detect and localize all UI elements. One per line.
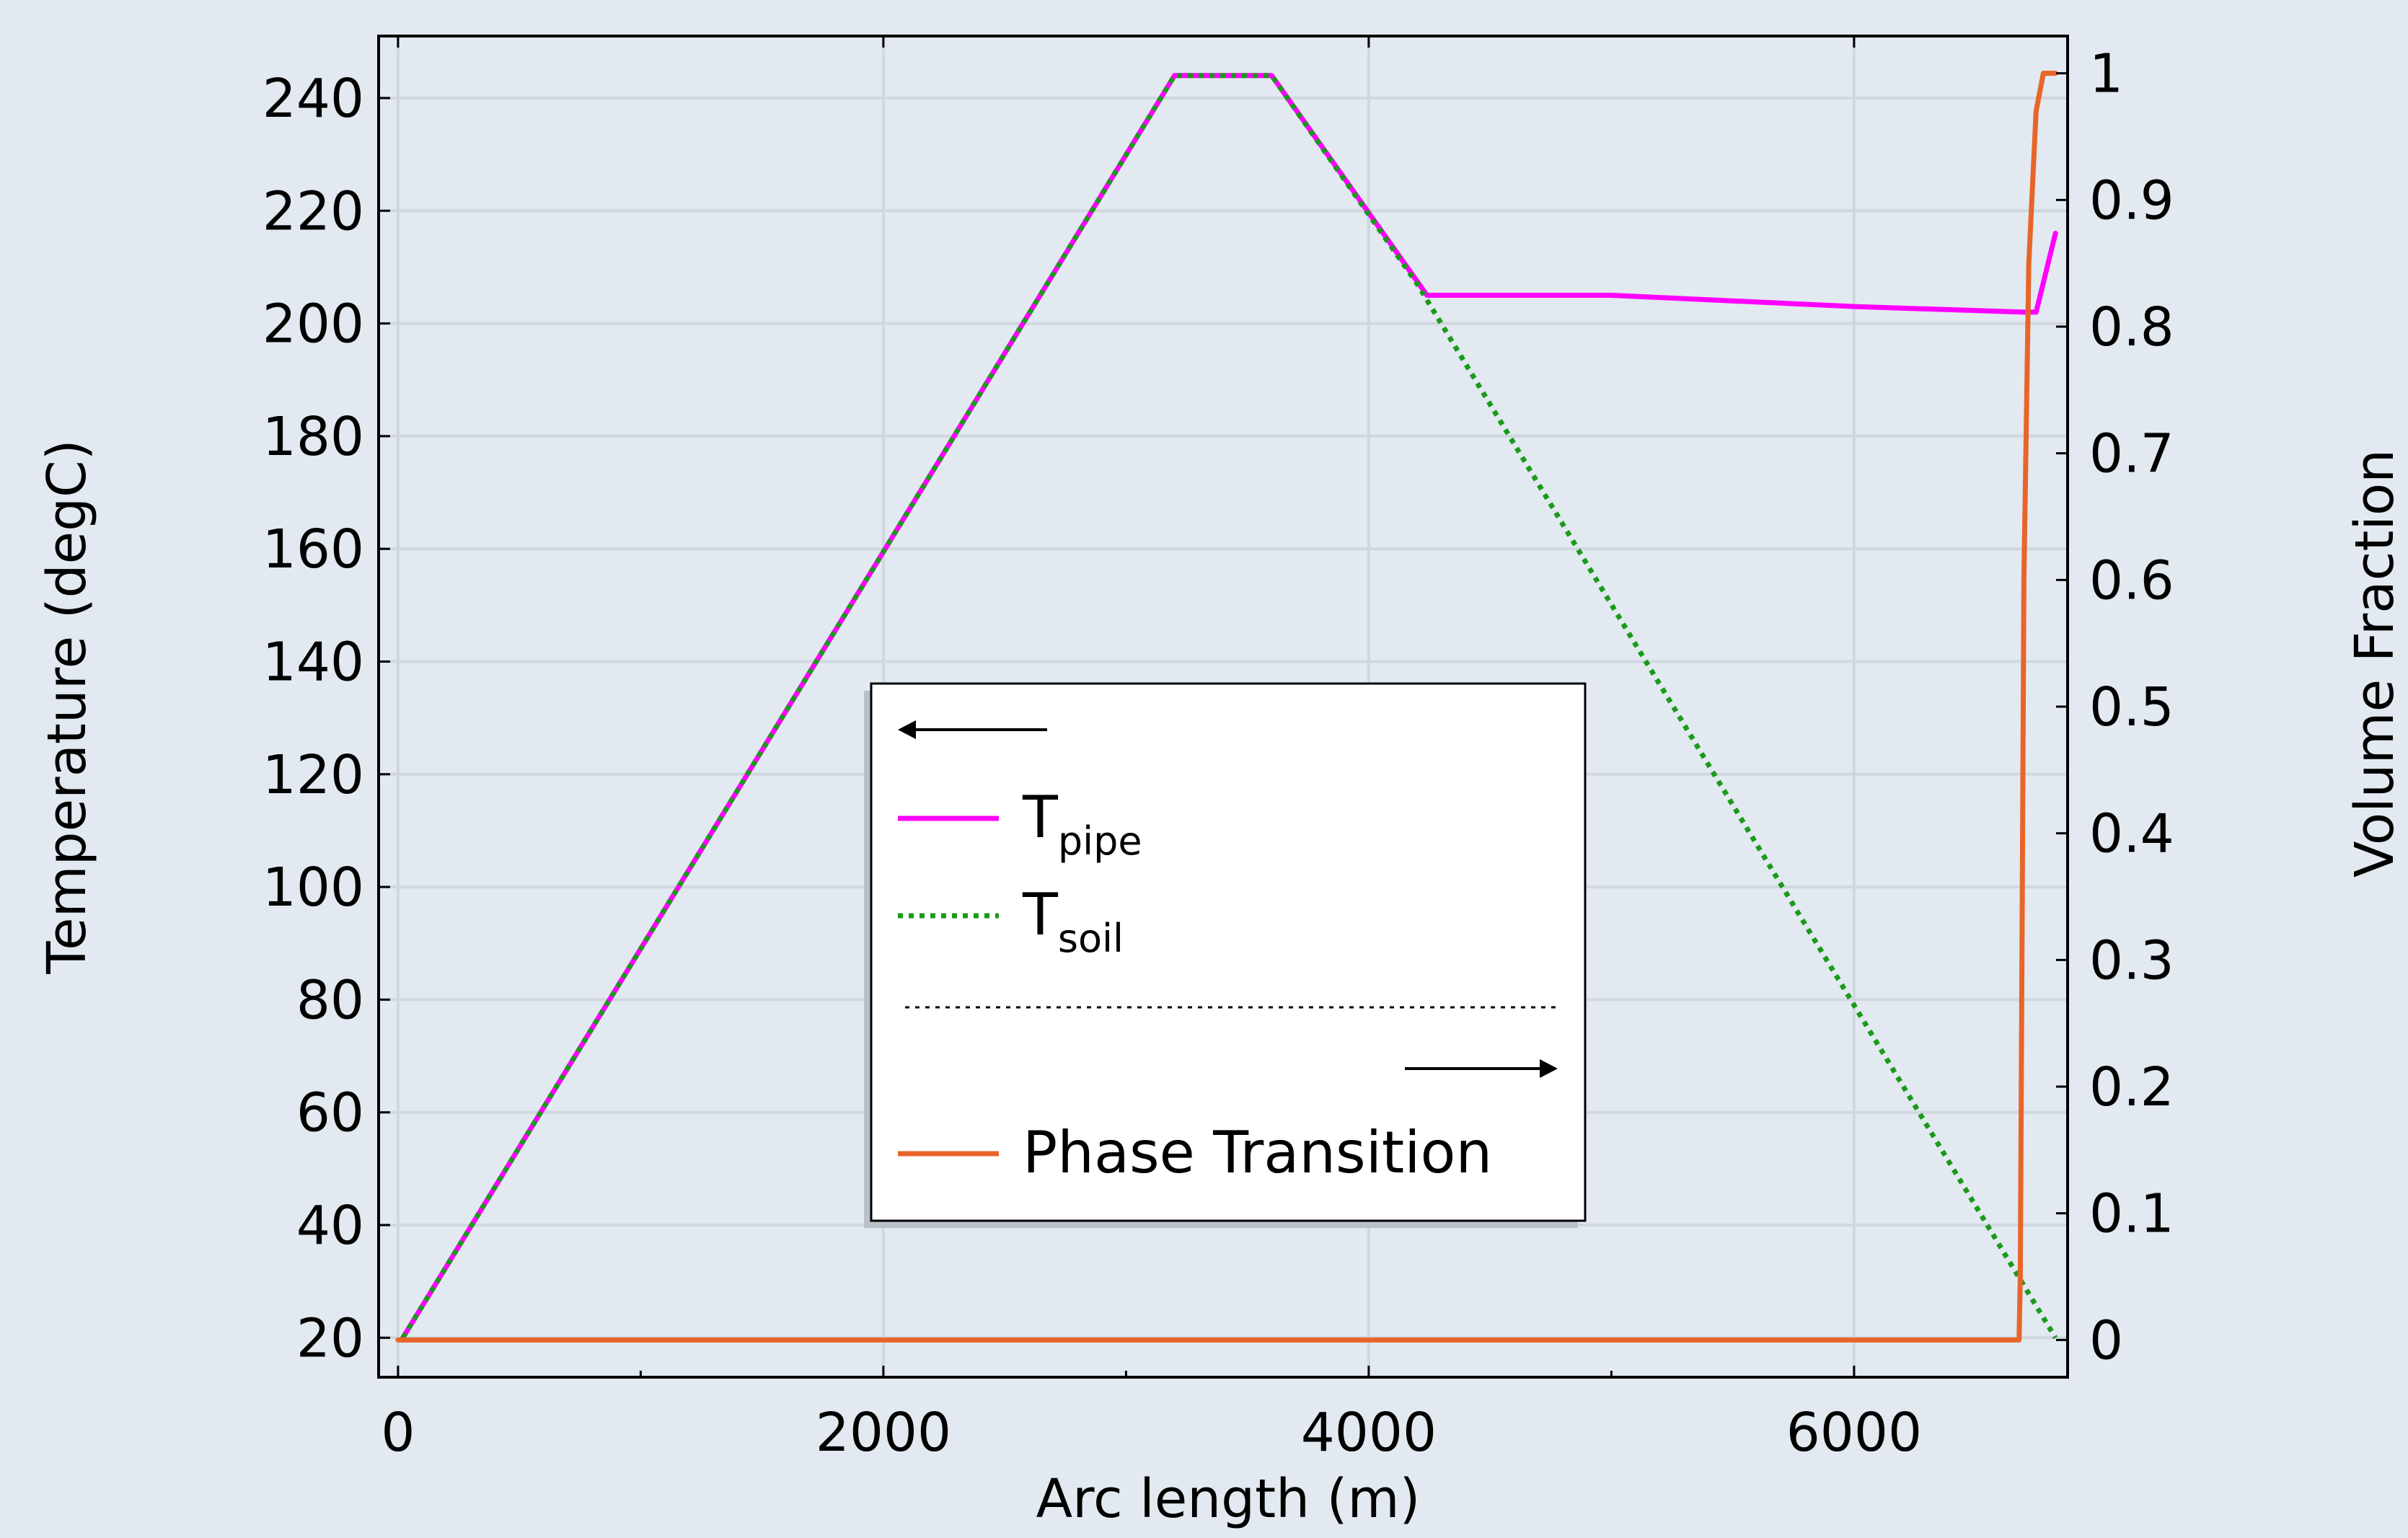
- x-tick-label: 2000: [816, 1402, 951, 1464]
- x-tick-label: 0: [381, 1402, 415, 1464]
- y-tick-label: 220: [263, 180, 364, 242]
- y-tick-label: 60: [296, 1082, 364, 1144]
- series-layer: [395, 71, 2058, 1343]
- y-tick-label: 240: [263, 68, 364, 130]
- x-tick-label: 6000: [1786, 1402, 1922, 1464]
- y2-tick-label: 0.3: [2089, 929, 2174, 991]
- x-tick-label: 4000: [1301, 1402, 1437, 1464]
- y2-tick-label: 0.9: [2089, 169, 2174, 231]
- y2-tick-label: 0.4: [2089, 803, 2174, 865]
- y2-tick-label: 0.6: [2089, 549, 2174, 611]
- y2-tick-label: 0.2: [2089, 1056, 2174, 1118]
- y-tick-label: 120: [263, 744, 364, 806]
- y2-tick-label: 0.7: [2089, 423, 2174, 485]
- series-line-2: [395, 71, 2058, 1343]
- y-tick-label: 140: [263, 631, 364, 693]
- y-tick-label: 180: [263, 406, 364, 468]
- y2-tick-label: 0.5: [2089, 676, 2174, 738]
- legend-label-subscript: soil: [1058, 916, 1124, 961]
- y2-axis-title: Volume Fraction: [2344, 449, 2406, 878]
- series-line-1: [400, 73, 2058, 1340]
- y2-tick-label: 1: [2089, 43, 2123, 105]
- y2-tick-label: 0.1: [2089, 1183, 2174, 1245]
- legend-label-2: Phase Transition: [1023, 1119, 1492, 1186]
- legend-arrow-left-head: [898, 720, 916, 739]
- y2-tick-label: 0.8: [2089, 296, 2174, 358]
- legend-label-subscript: pipe: [1058, 818, 1142, 864]
- y-tick-label: 40: [296, 1195, 364, 1257]
- y-tick-label: 80: [296, 969, 364, 1031]
- y-axis-title: Temperature (degC): [36, 439, 98, 974]
- y-tick-label: 20: [296, 1307, 364, 1369]
- legend-box: [870, 682, 1587, 1222]
- x-axis-title: Arc length (m): [1036, 1468, 1421, 1530]
- y2-tick-label: 0: [2089, 1309, 2123, 1371]
- y-tick-label: 200: [263, 293, 364, 355]
- ticks-layer: 0 2000 4000 6000 20 40 60 80 100 120 140 160 180 200 2…: [263, 36, 2174, 1464]
- series-line-0: [400, 73, 2058, 1340]
- legend-arrow-right-head: [1540, 1059, 1558, 1078]
- y-tick-label: 100: [263, 857, 364, 919]
- y-tick-label: 160: [263, 518, 364, 580]
